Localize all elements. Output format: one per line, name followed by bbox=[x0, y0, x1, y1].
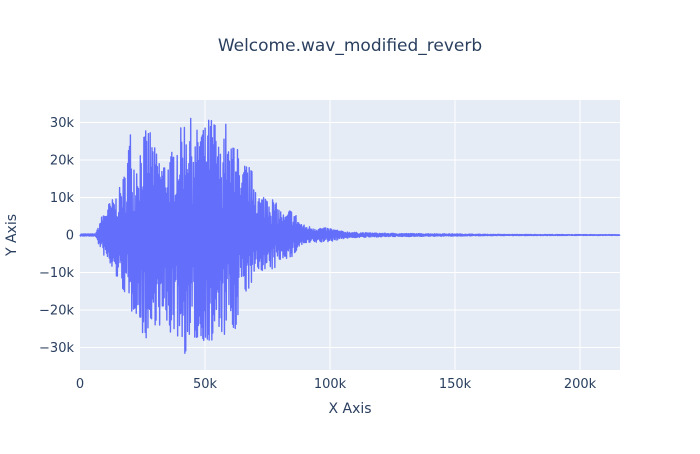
y-tick-label: 20k bbox=[50, 154, 75, 169]
y-tick-label: 0 bbox=[66, 229, 74, 244]
chart-title: Welcome.wav_modified_reverb bbox=[218, 36, 482, 56]
y-tick-label: 30k bbox=[50, 116, 75, 131]
x-tick-label: 150k bbox=[439, 377, 472, 392]
y-tick-label: −30k bbox=[39, 341, 74, 356]
x-tick-label: 100k bbox=[314, 377, 347, 392]
series-layer bbox=[79, 117, 621, 354]
x-tick-label: 200k bbox=[564, 377, 597, 392]
y-tick-label: 10k bbox=[50, 191, 75, 206]
waveform-line bbox=[79, 117, 621, 354]
y-tick-label: −10k bbox=[39, 266, 74, 281]
tick-labels: 0 50k 100k 150k 200k 30k 20k 10k 0 −10k −20k −30k bbox=[39, 116, 597, 392]
x-tick-label: 50k bbox=[193, 377, 218, 392]
y-axis-label: Y Axis bbox=[4, 214, 20, 257]
y-tick-label: −20k bbox=[39, 304, 74, 319]
x-axis-label: X Axis bbox=[328, 401, 371, 417]
x-tick-label: 0 bbox=[76, 377, 84, 392]
